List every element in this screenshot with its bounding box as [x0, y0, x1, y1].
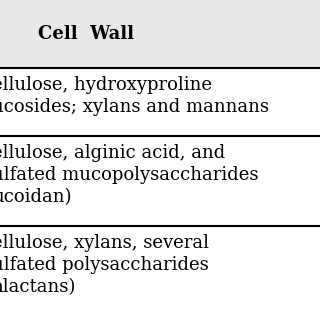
Text: ulfated mucopolysaccharides: ulfated mucopolysaccharides [0, 166, 259, 184]
Text: Cell  Wall: Cell Wall [38, 25, 134, 43]
Bar [0, 68, 320, 136]
Bar [0, 226, 320, 320]
Text: ucosides; xylans and mannans: ucosides; xylans and mannans [0, 98, 269, 116]
Text: alactans): alactans) [0, 278, 76, 296]
Text: ellulose, xylans, several: ellulose, xylans, several [0, 234, 209, 252]
Text: ucoidan): ucoidan) [0, 188, 71, 206]
Text: ulfated polysaccharides: ulfated polysaccharides [0, 256, 209, 274]
Text: ellulose, alginic acid, and: ellulose, alginic acid, and [0, 144, 225, 162]
Bar [0, 136, 320, 226]
Text: ellulose, hydroxyproline: ellulose, hydroxyproline [0, 76, 212, 94]
Bar [0, 0, 320, 68]
